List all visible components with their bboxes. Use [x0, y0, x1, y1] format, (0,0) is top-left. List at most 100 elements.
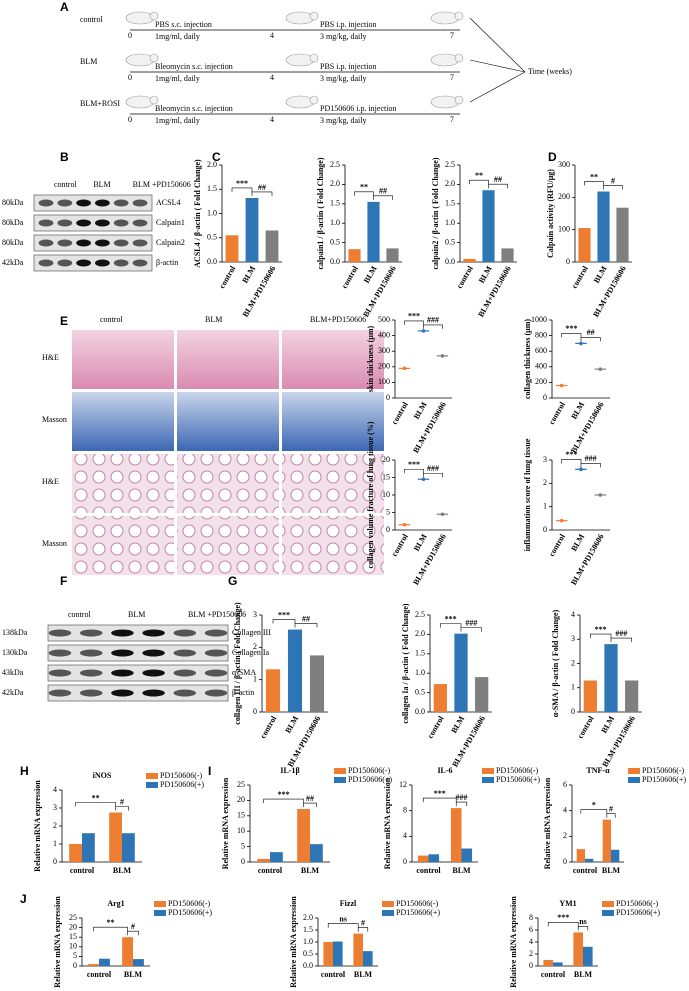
bar	[583, 680, 597, 712]
blot-band	[204, 649, 228, 657]
y-tick-label: 0.5	[445, 237, 455, 246]
blot-band	[113, 219, 129, 227]
histo-image	[72, 516, 174, 575]
y-tick-label: 0.5	[330, 237, 340, 246]
bar	[543, 960, 553, 966]
mouse-icon	[430, 53, 460, 67]
significance: ###	[465, 618, 477, 627]
x-tick-label: control	[70, 866, 95, 875]
significance: #	[131, 922, 135, 931]
panel-label: D	[548, 150, 557, 164]
mouse-icon	[430, 11, 460, 25]
y-axis-label: ACSL4 / β-actin ( Fold Change)	[193, 159, 202, 268]
histo-image	[177, 454, 279, 513]
sig-bracket	[455, 801, 468, 807]
bar	[257, 858, 270, 862]
bar	[501, 248, 514, 262]
bar	[287, 629, 303, 712]
y-tick-label: 2	[543, 478, 547, 487]
y-tick-label: 4	[563, 805, 567, 814]
arrow	[469, 17, 526, 73]
bar	[428, 854, 440, 862]
legend-label: PD150606(-)	[642, 766, 685, 775]
blot-band	[95, 239, 110, 247]
bar	[88, 964, 99, 966]
sig-bracket	[423, 472, 443, 478]
y-axis-label: calpain1 / β-actin ( Fold Change)	[316, 157, 325, 269]
time-tick: 4	[270, 115, 274, 124]
mouse-icon	[125, 11, 155, 25]
x-tick-label: BLM	[283, 714, 300, 735]
y-tick-label: 0	[543, 393, 547, 402]
significance: ***	[565, 324, 577, 333]
legend-swatch	[482, 777, 494, 783]
y-tick-label: 3	[543, 455, 547, 464]
significance: ***	[445, 614, 457, 623]
blot-band	[79, 689, 103, 697]
bar	[69, 844, 82, 862]
significance: ***	[408, 460, 420, 469]
y-tick-label: 1	[571, 683, 575, 692]
y-tick-label: 0.0	[330, 257, 340, 266]
y-tick-label: 15	[69, 932, 77, 941]
mouse-icon	[285, 95, 315, 109]
y-tick-label: 0	[403, 857, 407, 866]
legend-label: PD150606(-)	[160, 771, 203, 780]
panel-label: G	[228, 574, 237, 588]
blot-band	[173, 689, 197, 697]
blot-band	[48, 629, 72, 637]
sig-bracket	[127, 930, 139, 936]
panel-label: F	[60, 574, 67, 588]
sig-bracket	[580, 337, 601, 342]
bar	[363, 951, 373, 966]
protein-label: ACSL4	[156, 198, 180, 207]
mouse-icon	[125, 95, 155, 109]
blot-strip	[33, 214, 153, 232]
chart-title: IL-6	[437, 766, 452, 775]
y-axis-label: calpain2 / β-actin ( Fold Change)	[431, 157, 440, 269]
sig-bracket	[584, 181, 604, 186]
legend-label: PD150606(-)	[396, 899, 439, 908]
blot-band	[57, 219, 73, 227]
mouse-head	[149, 11, 159, 21]
blot-band	[132, 219, 148, 227]
y-tick-label: 2	[253, 642, 257, 651]
y-tick-label: 0.0	[445, 257, 455, 266]
y-tick-label: 20	[237, 795, 245, 804]
histo-row: Masson	[42, 415, 67, 424]
x-tick-label: BLM	[569, 532, 586, 553]
blot-band	[142, 629, 165, 637]
histo-column: control	[100, 315, 123, 324]
blot-band	[173, 649, 197, 657]
x-tick-label: control	[390, 532, 410, 558]
blot-band	[132, 199, 148, 207]
blot-band	[113, 199, 129, 207]
y-axis-label: collagen Ia / β-actin ( Fold Change)	[401, 603, 410, 724]
bar	[454, 633, 468, 712]
y-tick-label: 1.5	[415, 649, 425, 658]
y-tick-label: 1	[543, 501, 547, 510]
sig-bracket	[488, 183, 508, 189]
significance: #	[611, 176, 615, 185]
histo-image	[177, 330, 279, 389]
legend-swatch	[382, 901, 394, 907]
y-tick-label: 4	[571, 610, 575, 619]
protein-label: β-actin	[232, 688, 254, 697]
x-tick-label: control	[87, 970, 112, 979]
y-tick-label: 2.0	[303, 913, 313, 922]
blot-band	[204, 669, 228, 677]
sig-bracket	[547, 922, 579, 927]
x-tick-label: control	[321, 970, 346, 979]
histo-image	[282, 454, 384, 513]
blot-band	[38, 199, 54, 207]
blot-band	[142, 649, 165, 657]
histo-column: BLM+PD150606	[310, 315, 366, 324]
legend-label: PD150606(+)	[642, 775, 686, 784]
sig-bracket	[251, 191, 273, 196]
x-tick-label: control	[426, 714, 446, 740]
y-tick-label: 1.0	[330, 218, 340, 227]
protein-label: β-actin	[156, 258, 178, 267]
y-axis-label: Relative mRNA expression	[289, 896, 298, 988]
legend-swatch	[154, 901, 166, 907]
dot	[440, 512, 445, 517]
